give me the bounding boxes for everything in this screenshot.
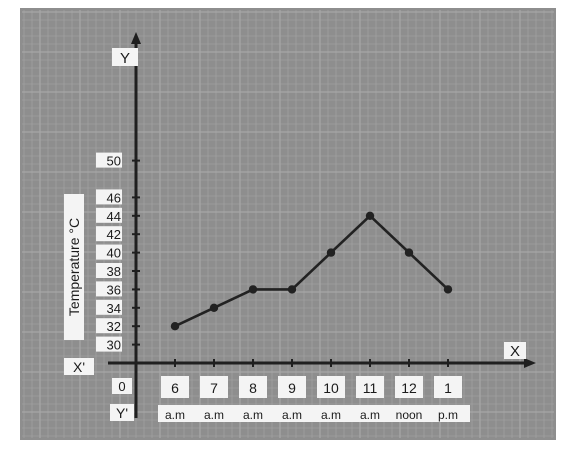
y-tick-label-bg: [96, 281, 122, 297]
temperature-series: [170, 211, 453, 331]
x-tick-label-bg: [434, 376, 462, 398]
data-point: [404, 248, 414, 257]
data-point: [443, 285, 453, 294]
x-left-label-bg: [64, 358, 94, 375]
data-point: [326, 248, 336, 257]
y-tick-labels: 30 32 34 36 38 40 42 44 46 50: [96, 152, 140, 353]
x-tick-label: 11: [363, 380, 378, 396]
x-tick-label: 10: [323, 380, 339, 396]
x-tick-sublabel: noon: [396, 408, 423, 422]
x-tick-label: 12: [401, 380, 417, 396]
y-title-bg: [64, 194, 84, 340]
data-point: [248, 285, 258, 294]
data-point: [365, 211, 375, 220]
x-axis-left-label: X': [73, 359, 85, 375]
x-sublabel-bg: [158, 405, 470, 422]
y-tick-label-bg: [96, 318, 122, 334]
data-point: [287, 285, 297, 294]
x-axis-right-label: X: [510, 343, 520, 360]
y-axis-arrow: [131, 32, 141, 44]
y-axis-title: Temperature °C: [66, 218, 82, 316]
x-tick-label-bg: [395, 376, 423, 398]
y-tick-label: 44: [107, 209, 121, 224]
x-tick-sublabel: a.m: [282, 408, 302, 422]
x-tick-labels: 6 a.m 7 a.m 8 a.m 9 a.m 10 a.m 11 a.m 12 noon 1 p.m: [158, 359, 470, 422]
x-tick-label: 9: [288, 380, 296, 396]
x-axis-arrow: [524, 358, 536, 368]
x-tick-label-bg: [239, 376, 267, 398]
x-tick-label-bg: [278, 376, 306, 398]
y-tick-label-bg: [96, 299, 122, 315]
x-tick-label: 8: [249, 380, 257, 396]
y-bottom-label-bg: [110, 404, 134, 421]
y-tick-label: 40: [107, 246, 121, 261]
series-line: [174, 214, 449, 328]
y-tick-label: 30: [107, 338, 121, 353]
x-right-label-bg: [504, 342, 526, 359]
x-tick-sublabel: a.m: [204, 408, 224, 422]
x-tick-sublabel: a.m: [165, 408, 185, 422]
data-point: [209, 303, 219, 312]
y-tick-label-bg: [96, 244, 122, 260]
y-tick-label: 46: [107, 190, 121, 205]
data-point: [170, 322, 180, 331]
x-tick-label-bg: [356, 376, 384, 398]
x-tick-sublabel: a.m: [243, 408, 263, 422]
origin-label: 0: [118, 379, 125, 394]
x-tick-sublabel: a.m: [321, 408, 341, 422]
y-axis-top-label: Y: [120, 50, 130, 67]
x-tick-sublabel: p.m: [438, 408, 458, 422]
y-tick-label-bg: [96, 226, 122, 242]
y-tick-label-bg: [96, 207, 122, 223]
x-tick-label-bg: [161, 376, 189, 398]
origin-label-bg: [112, 378, 132, 394]
y-tick-label-bg: [96, 189, 122, 205]
y-tick-label: 42: [107, 227, 121, 242]
x-tick-label: 6: [171, 380, 179, 396]
y-tick-label: 36: [107, 282, 121, 297]
x-tick-sublabel: a.m: [360, 408, 380, 422]
y-axis-bottom-label: Y': [116, 405, 128, 421]
y-tick-label-bg: [96, 152, 122, 168]
x-tick-label: 1: [444, 380, 452, 396]
y-tick-label: 50: [107, 154, 121, 169]
x-tick-label-bg: [200, 376, 228, 398]
y-top-label-bg: [112, 48, 138, 66]
y-tick-label: 34: [107, 301, 121, 316]
y-tick-label-bg: [96, 263, 122, 278]
y-tick-label: 32: [107, 319, 121, 334]
y-tick-label: 38: [107, 264, 121, 279]
y-tick-label-bg: [96, 336, 122, 352]
axes: [108, 32, 536, 418]
x-tick-label: 7: [210, 380, 218, 396]
x-tick-label-bg: [317, 376, 345, 398]
